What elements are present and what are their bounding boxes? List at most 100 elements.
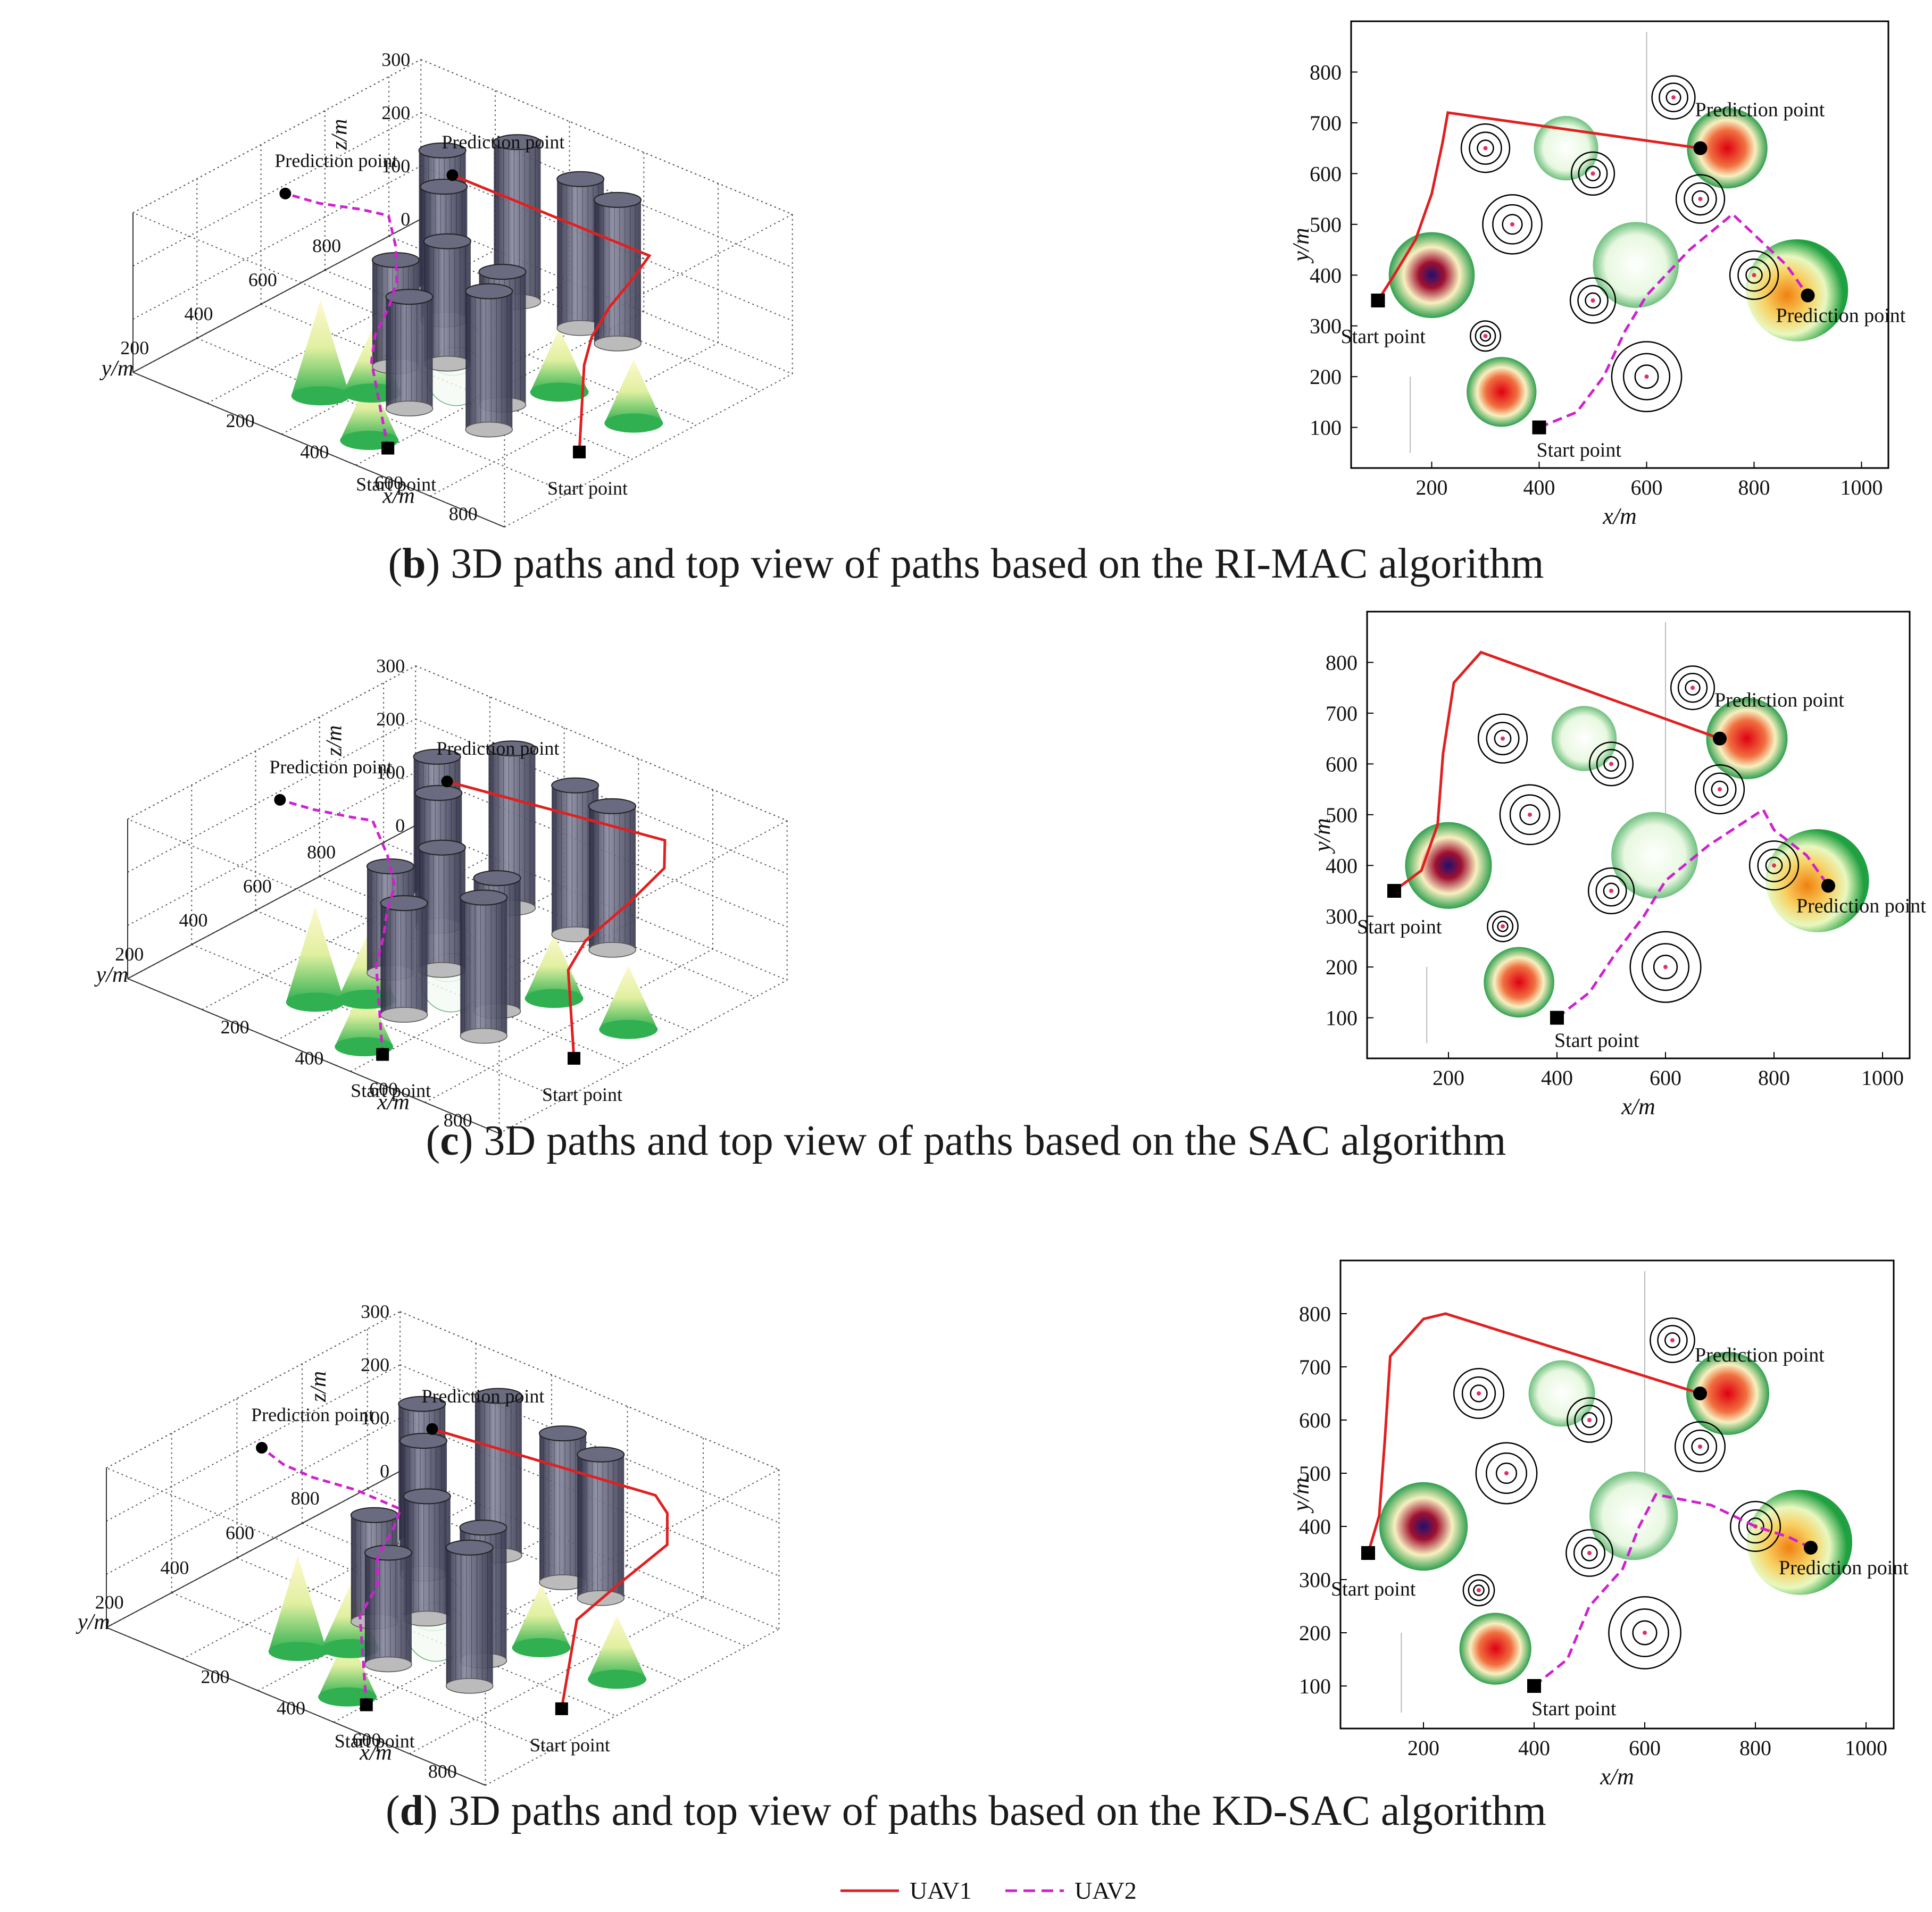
threat-ring	[1611, 341, 1683, 413]
y-tick-label: 200	[1310, 365, 1342, 389]
threat-ring	[1603, 756, 1619, 772]
z-tick-label: 300	[376, 655, 405, 677]
threat-center	[1698, 1445, 1702, 1449]
threat-ring	[1581, 1544, 1598, 1562]
threat-ring	[1685, 680, 1701, 696]
threat-ring	[1492, 204, 1533, 245]
building-base	[385, 400, 434, 416]
prediction-label-uav1: Prediction point	[1695, 99, 1825, 121]
building	[364, 1552, 412, 1665]
threat-ring	[1469, 131, 1502, 165]
grid-line	[171, 1592, 551, 1751]
building-top	[398, 1396, 446, 1412]
threat-cone-base	[588, 1669, 647, 1689]
panel-c: Start point Prediction point Start point Pr…	[0, 606, 1932, 1213]
prediction-marker	[441, 775, 453, 788]
start-marker	[360, 1698, 373, 1711]
y-tick-label: 200	[1299, 1621, 1331, 1645]
threat-ring	[1567, 1397, 1612, 1443]
threat-ring	[1565, 1529, 1613, 1577]
grid-line	[504, 373, 793, 528]
building-top	[478, 264, 527, 280]
threat-ring	[1462, 1574, 1495, 1607]
y-axis	[127, 825, 416, 979]
path3d-uav2	[279, 798, 396, 1055]
grid-line	[399, 1364, 779, 1523]
grid-line	[127, 772, 416, 926]
threat-dome	[1405, 822, 1492, 909]
y-tick-label: 500	[1310, 213, 1342, 237]
building	[446, 1547, 493, 1686]
y-tick-label: 400	[1326, 854, 1358, 878]
z-tick-label: 0	[395, 815, 405, 836]
threat-ring	[1757, 848, 1791, 882]
grid-line	[420, 112, 793, 268]
threat-ring	[1634, 364, 1659, 389]
threat-ring	[1497, 921, 1509, 932]
threat-center	[1483, 146, 1488, 151]
threat-ring	[1691, 1438, 1709, 1456]
start-marker	[1371, 294, 1385, 307]
path-uav1	[1377, 111, 1701, 302]
building	[465, 291, 513, 430]
building	[460, 897, 507, 1036]
threat-cone-base	[604, 413, 663, 433]
threat-cone-base	[524, 989, 584, 1008]
threat-ring	[1495, 1462, 1518, 1484]
prediction-marker	[274, 794, 286, 806]
threat-ring	[1477, 139, 1494, 157]
x-tick-label: 600	[374, 472, 403, 494]
building-top	[413, 748, 461, 765]
y-tick-label: 600	[243, 875, 272, 897]
threat-dome	[1467, 357, 1537, 427]
y-tick-label: 600	[248, 269, 277, 290]
x-tick-label: 1000	[1841, 475, 1883, 499]
prediction-marker	[1693, 1387, 1707, 1400]
z-axis-label: z/m	[322, 725, 346, 757]
x-axis	[106, 1627, 486, 1786]
threat-dome	[1687, 107, 1768, 189]
threat-ring	[1738, 1509, 1773, 1544]
x-tick-label: 400	[277, 1698, 305, 1719]
grid-line	[202, 856, 490, 1011]
start-label: Start point	[335, 1730, 415, 1751]
start-label-uav2: Start point	[1537, 439, 1622, 462]
y-axis-label: y/m	[99, 356, 134, 381]
threat-cone	[530, 328, 589, 393]
plot-top-b: Start point Start point Prediction point Pr…	[1288, 20, 1906, 529]
building	[386, 297, 433, 409]
building-top	[414, 785, 463, 801]
y-tick-label: 800	[307, 841, 336, 863]
y-tick-label: 300	[1310, 314, 1342, 338]
z-tick-label: 200	[376, 708, 405, 730]
threat-center	[1772, 863, 1776, 868]
threat-center	[1671, 95, 1676, 100]
start-marker	[555, 1702, 568, 1715]
threat-center	[1663, 965, 1668, 970]
threat-cone-base	[530, 382, 589, 402]
building-top	[380, 895, 428, 912]
threat-cone	[291, 300, 350, 396]
threat-center	[1477, 1391, 1481, 1396]
threat-ring	[1765, 856, 1783, 874]
path-uav2	[1533, 1493, 1812, 1687]
building-top	[594, 191, 642, 208]
threat-ring	[1485, 1452, 1528, 1494]
panel-d: Start point Prediction point Start point Pr…	[0, 1255, 1932, 1861]
box-edge	[106, 1311, 401, 1468]
threat-ring	[1585, 292, 1601, 309]
threat-ring	[1469, 320, 1502, 352]
threat-ring	[1665, 89, 1681, 105]
threat-ring	[1460, 123, 1511, 173]
building-top	[473, 870, 521, 887]
threat-ring	[1653, 955, 1678, 980]
threat-dome	[1459, 1613, 1531, 1685]
building-base	[594, 336, 642, 352]
building-base	[465, 421, 513, 438]
prediction-marker	[1821, 879, 1835, 893]
start-marker	[1527, 1679, 1541, 1693]
building-top	[423, 233, 471, 249]
threat-ring	[1670, 665, 1716, 711]
start-label-uav1: Start point	[1357, 916, 1442, 938]
z-tick-label: 0	[401, 208, 410, 230]
